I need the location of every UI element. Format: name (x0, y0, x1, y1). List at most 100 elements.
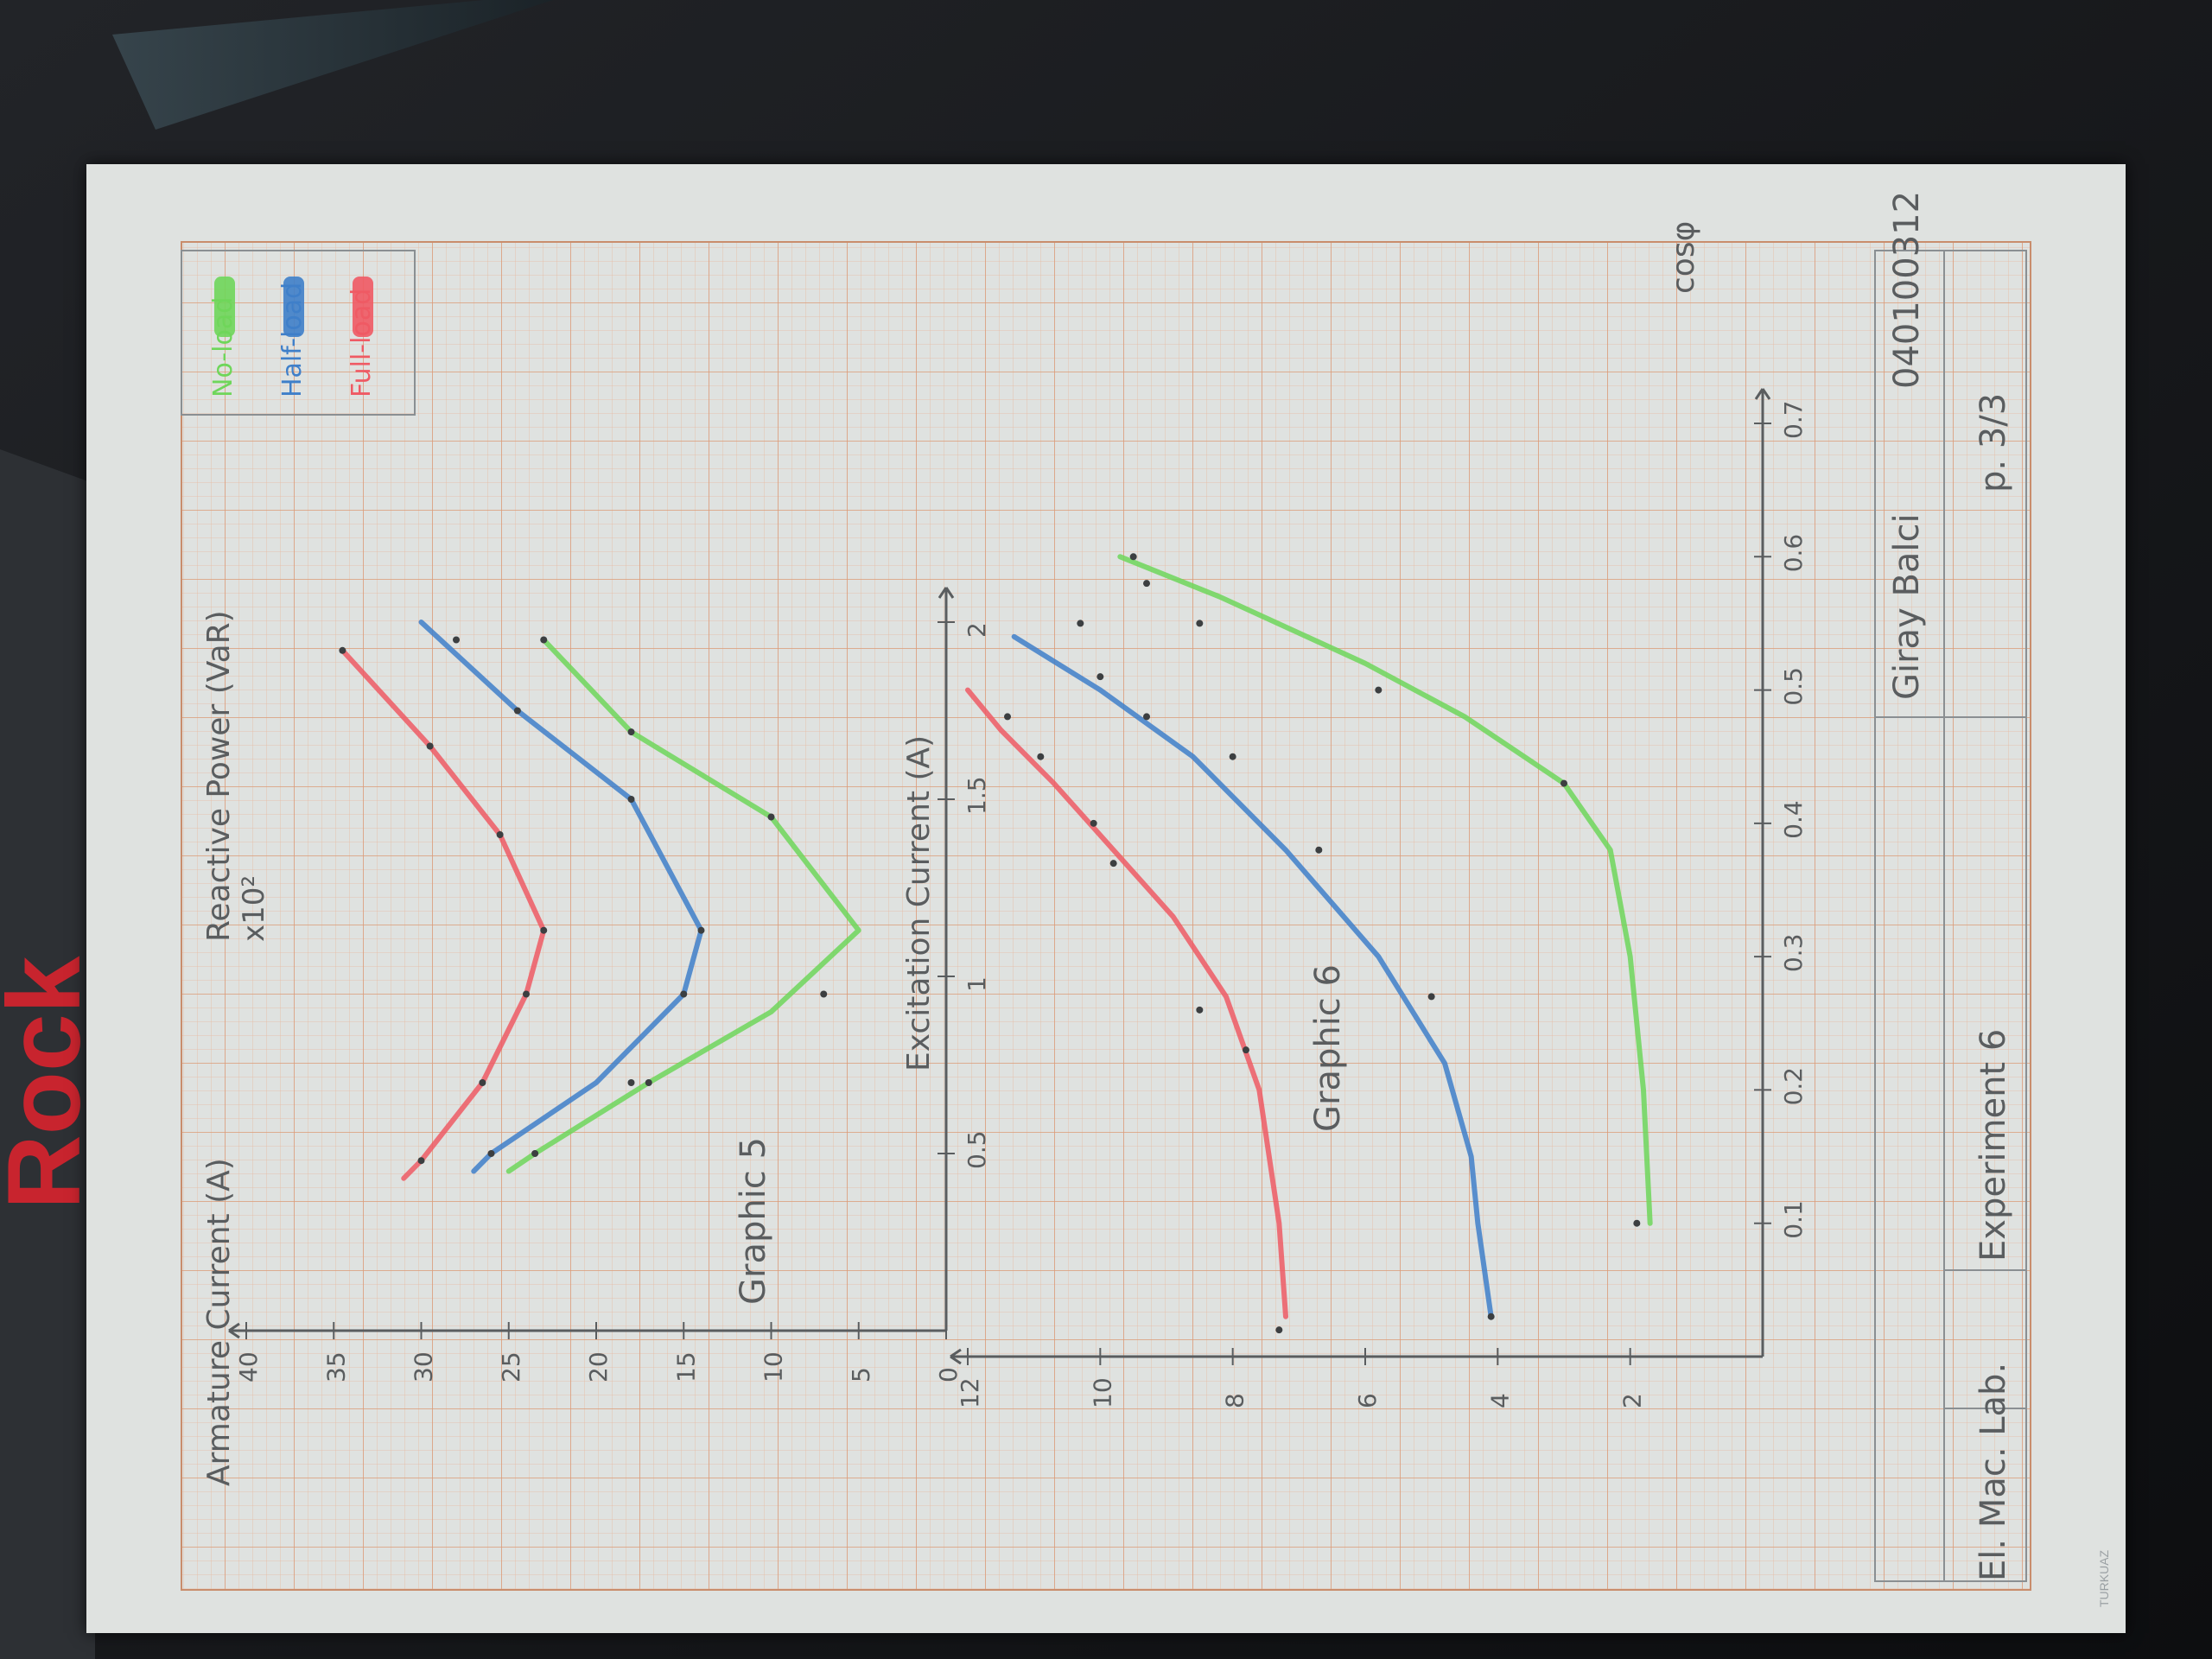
x-tick-label: 2 (963, 622, 991, 638)
rock-logo-text: Rock (0, 956, 102, 1210)
y-tick-label: 0 (934, 1367, 963, 1382)
legend: No-load Half-load Full-load (181, 250, 416, 416)
x-axis-arrow (1754, 388, 1771, 400)
legend-label: Full-load (346, 289, 377, 397)
x-tick-label: 1.5 (963, 776, 991, 815)
data-point (1037, 753, 1045, 760)
data-point (1109, 860, 1117, 868)
data-point (540, 926, 548, 934)
y-tick-label: 10 (1088, 1377, 1116, 1408)
y-tick-label: 40 (234, 1351, 263, 1382)
x-tick-label: 0.1 (1779, 1200, 1808, 1239)
y-tick-label: 30 (410, 1351, 438, 1382)
y-tick-label: 35 (321, 1351, 350, 1382)
y-tick-label: 8 (1221, 1393, 1249, 1408)
y-tick-label: 20 (584, 1351, 613, 1382)
y-axis-arrow (950, 1348, 962, 1365)
legend-item-full-load: Full-load (346, 276, 377, 397)
y-axis-arrow (228, 1322, 240, 1339)
x-tick-label: 0.2 (1779, 1067, 1808, 1106)
x-tick-label: 0.5 (1779, 667, 1808, 706)
y-tick-label: 4 (1485, 1393, 1514, 1408)
x-tick-label: 1 (963, 976, 991, 992)
x-tick-label: 0.4 (1779, 800, 1808, 839)
graph-paper-sheet: Giray Balci 040100312 El. Mac. Lab. Expe… (86, 164, 2126, 1633)
data-point (1077, 620, 1084, 627)
data-point (1196, 620, 1204, 627)
data-point (1427, 993, 1435, 1001)
graphic-5-xlabel: Excitation Current (A) (901, 735, 937, 1071)
data-point (627, 1079, 635, 1086)
y-tick-label: 12 (956, 1377, 984, 1408)
legend-label: No-load (208, 297, 238, 397)
data-point (1243, 1046, 1249, 1054)
plastic-sleeve (112, 0, 553, 130)
legend-label: Half-load (277, 283, 308, 397)
experiment-text: Experiment 6 (1974, 1029, 2013, 1262)
data-point (1004, 713, 1011, 721)
data-point (513, 707, 521, 715)
data-point (1633, 1219, 1641, 1227)
graphic-6-xlabel: cosφ (1666, 221, 1701, 294)
series-line-no-load (505, 637, 861, 1174)
y-tick-label: 25 (497, 1351, 525, 1382)
graphic-5-chart: 0 5 10 15 20 25 30 35 40 0.5 1 1.5 2 (228, 587, 991, 1382)
y-tick-label: 5 (847, 1367, 875, 1382)
x-tick-label: 0.5 (963, 1130, 991, 1169)
data-point (540, 636, 548, 644)
data-point (426, 742, 434, 750)
x-tick-label: 0.7 (1779, 400, 1808, 439)
data-point (531, 1150, 539, 1157)
data-point (453, 636, 460, 644)
data-point (523, 990, 530, 998)
series-line-full-load (340, 647, 547, 1181)
series-line-half-load (418, 620, 704, 1174)
series-line-half-load (1011, 633, 1494, 1319)
legend-item-no-load: No-load (208, 276, 238, 397)
graphic-6-title: Graphic 6 (1308, 964, 1348, 1132)
data-point (339, 646, 346, 654)
graphic-5-ylabel: Reactive Power (VaR) (201, 610, 237, 942)
data-point (1560, 779, 1567, 787)
legend-item-half-load: Half-load (277, 276, 308, 397)
data-point (479, 1079, 486, 1086)
data-point (1129, 553, 1137, 561)
title-block-text: Giray Balci 040100312 El. Mac. Lab. Expe… (1887, 191, 2013, 1581)
title-block (1874, 250, 2027, 1582)
legend-swatch (214, 276, 235, 337)
legend-box (181, 250, 416, 416)
data-point (1143, 580, 1150, 588)
data-point (1375, 686, 1382, 694)
graphic-6-ylabel: Armature Current (A) (201, 1158, 237, 1486)
y-tick-label: 2 (1618, 1393, 1647, 1408)
data-point (767, 813, 775, 821)
graphic-5-multiplier: x10² (237, 875, 271, 942)
data-point (496, 831, 504, 838)
data-point (820, 990, 828, 998)
legend-swatch (353, 276, 373, 337)
name-text: Giray Balci (1887, 513, 1927, 700)
x-axis-arrow (938, 587, 955, 599)
y-tick-label: 6 (1353, 1393, 1382, 1408)
y-tick-label: 10 (760, 1351, 788, 1382)
data-point (627, 728, 635, 736)
data-point (417, 1157, 425, 1165)
data-point (487, 1150, 495, 1157)
y-tick-label: 15 (671, 1351, 700, 1382)
x-tick-label: 0.3 (1779, 934, 1808, 973)
paper-brand-text: TURKUAZ (2097, 1549, 2111, 1607)
data-point (1143, 713, 1150, 721)
data-point (697, 926, 705, 934)
x-tick-label: 0.6 (1779, 534, 1808, 573)
course-text: El. Mac. Lab. (1974, 1363, 2013, 1581)
graphic-5-title: Graphic 5 (734, 1137, 773, 1305)
data-point (1315, 846, 1323, 854)
data-point (645, 1079, 652, 1086)
data-point (1196, 1006, 1204, 1014)
data-point (1487, 1313, 1495, 1320)
rock-logo: Rock (0, 956, 102, 1210)
data-point (1096, 673, 1104, 681)
series-line-full-load (965, 687, 1288, 1319)
data-point (680, 990, 688, 998)
